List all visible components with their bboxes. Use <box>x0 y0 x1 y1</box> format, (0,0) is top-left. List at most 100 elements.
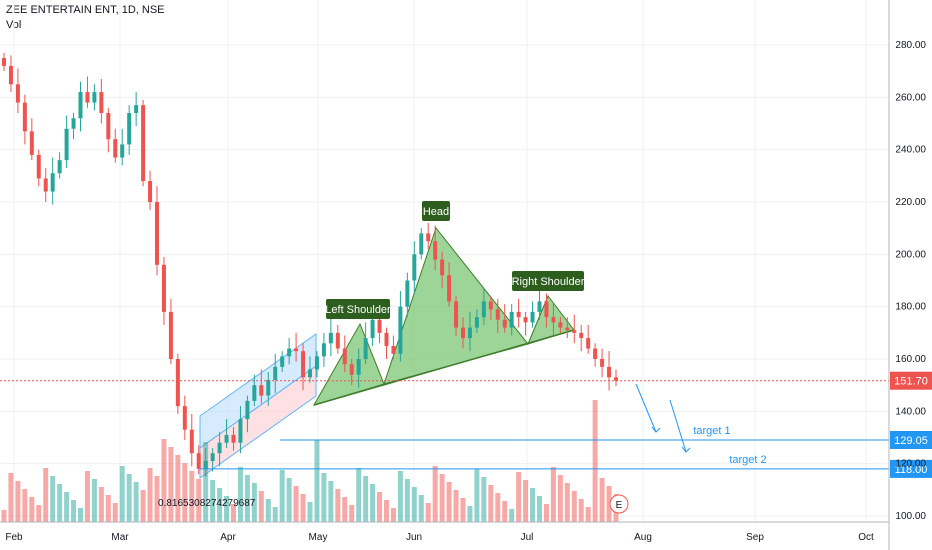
volume-bar <box>112 503 118 522</box>
volume-bar <box>29 497 35 522</box>
volume-bar <box>460 498 466 522</box>
candle-body <box>92 92 97 103</box>
candle-body <box>572 330 577 333</box>
candle-body <box>43 178 48 192</box>
volume-bar <box>244 475 250 522</box>
earnings-marker-label: E <box>616 500 623 511</box>
candle-body <box>398 306 403 354</box>
candle-body <box>280 356 285 367</box>
volume-bar <box>71 500 77 522</box>
candle-body <box>64 128 69 161</box>
candle-body <box>447 275 452 302</box>
y-tick-label: 180.00 <box>895 302 926 313</box>
volume-bar <box>432 466 438 522</box>
volume-bar <box>147 468 153 522</box>
candle-body <box>614 377 618 381</box>
candle-body <box>308 369 312 378</box>
volume-bar <box>154 476 160 522</box>
price-channel <box>199 333 317 479</box>
target-price-badge <box>890 459 932 478</box>
volume-bar <box>384 500 389 522</box>
candle-body <box>85 92 90 103</box>
candle-body <box>502 319 507 328</box>
volume-bar <box>307 502 313 522</box>
volume-bar <box>36 505 42 522</box>
candle-body <box>467 327 472 339</box>
candle-body <box>523 317 528 323</box>
volume-bar <box>251 483 257 522</box>
volume-bar <box>571 491 577 522</box>
x-tick-label: May <box>309 532 328 543</box>
volume-bar <box>349 505 355 522</box>
y-tick-label: 120.00 <box>895 459 926 470</box>
candle-body <box>370 319 375 339</box>
candle-body <box>558 322 563 328</box>
candle-body <box>488 301 493 310</box>
volume-value-label: 0.8165308274279687 <box>158 498 256 509</box>
volume-bar <box>133 482 139 522</box>
volume-bar <box>300 494 306 522</box>
candle-body <box>217 442 222 454</box>
volume-bar <box>50 476 56 522</box>
volume-bar <box>231 504 236 522</box>
candle-body <box>99 92 104 114</box>
volume-bar <box>363 476 369 522</box>
volume-bar <box>599 478 605 522</box>
candle-body <box>252 385 257 401</box>
volume-bar <box>592 400 598 522</box>
candle-body <box>384 332 389 346</box>
candle-body <box>210 453 215 462</box>
chart-title: ZEE ENTERTAIN ENT, 1D, NSE <box>6 4 165 16</box>
volume-bar <box>91 479 97 522</box>
volume-bar <box>210 480 216 522</box>
candle-body <box>377 319 382 333</box>
candle-body <box>461 327 465 339</box>
candle-body <box>433 241 438 260</box>
volume-bar <box>530 488 536 522</box>
x-tick-label: Apr <box>220 532 236 543</box>
target-label: target 1 <box>693 425 730 437</box>
volume-bar <box>502 501 508 522</box>
candle-body <box>22 102 27 132</box>
y-tick-label: 140.00 <box>895 406 926 417</box>
candle-body <box>426 233 431 242</box>
volume-bar <box>397 471 403 522</box>
volume-bar <box>404 479 410 522</box>
candle-body <box>349 364 354 375</box>
chart-grid <box>0 0 889 522</box>
candle-body <box>419 233 424 255</box>
volume-bar <box>196 479 202 522</box>
volume-bar <box>481 477 487 522</box>
volume-bar <box>105 495 111 522</box>
target-label: target 2 <box>729 454 766 466</box>
volume-bar <box>140 490 146 522</box>
volume-bar <box>22 489 28 522</box>
volume-bar <box>509 509 515 522</box>
candle-body <box>565 327 570 331</box>
volume-bar <box>495 493 501 522</box>
volume-bar <box>237 467 243 522</box>
candle-body <box>259 385 264 396</box>
volume-bar <box>175 455 181 522</box>
pattern-label-bg <box>422 201 450 221</box>
volume-bar <box>321 473 327 522</box>
candle-body <box>481 301 486 318</box>
candle-body <box>231 434 236 443</box>
candle-body <box>113 139 118 158</box>
candle-body <box>600 359 605 367</box>
target-price-label: 129.05 <box>894 435 928 447</box>
candle-body <box>356 359 361 375</box>
candle-body <box>29 131 34 155</box>
candle-body <box>196 453 201 469</box>
candle-body <box>551 317 556 323</box>
volume-bar <box>265 499 271 522</box>
volume-bars <box>1 400 619 522</box>
volume-bar <box>342 497 348 522</box>
volume-bar <box>335 489 341 522</box>
pattern-label-bg <box>326 299 390 319</box>
candle-body <box>8 65 13 85</box>
candle-body <box>363 338 368 359</box>
candle-body <box>155 202 159 265</box>
